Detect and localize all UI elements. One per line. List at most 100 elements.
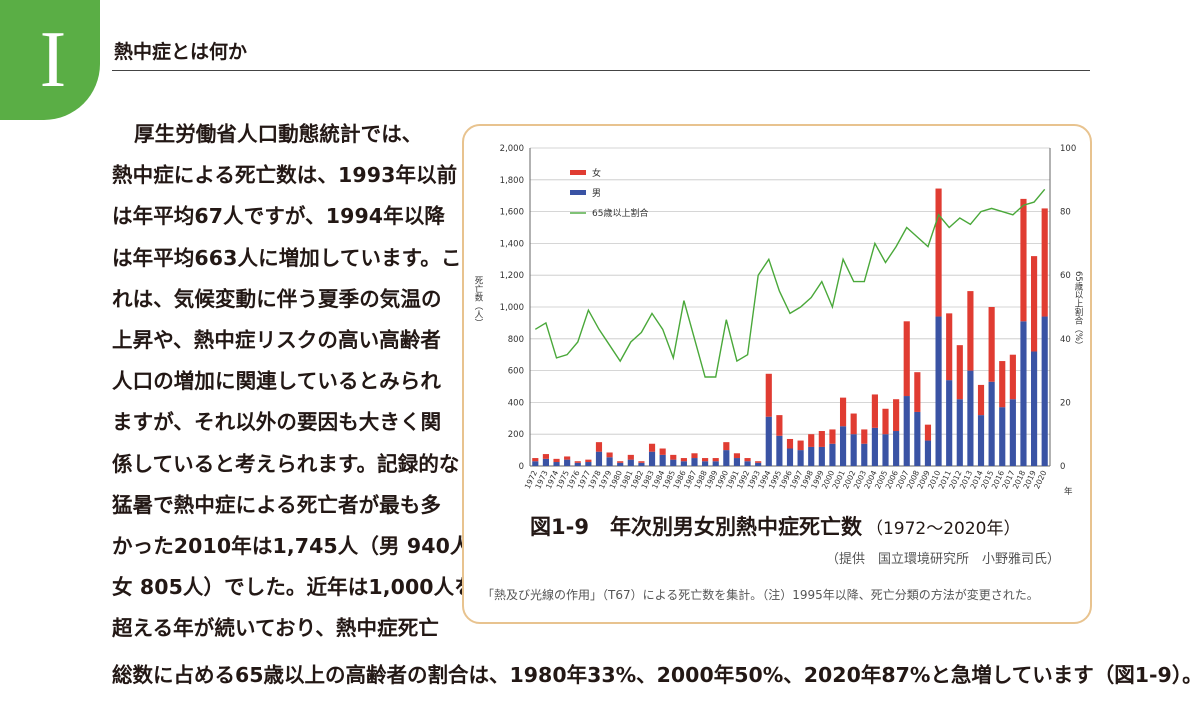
bar-male bbox=[617, 462, 624, 466]
legend-label-ratio: 65歳以上割合 bbox=[592, 207, 648, 219]
bar-male bbox=[861, 443, 868, 466]
body-line: 厚生労働省人口動態統計では、 bbox=[134, 122, 423, 146]
figure-caption-range: （1972〜2020年） bbox=[865, 519, 1021, 539]
bar-male bbox=[744, 461, 751, 466]
bar-male bbox=[648, 451, 656, 466]
bar-male bbox=[1041, 316, 1048, 466]
bar-male bbox=[882, 434, 889, 466]
bar-male bbox=[808, 446, 815, 466]
bar-female bbox=[702, 458, 709, 462]
figure-caption: 図1-9 年次別男女別熱中症死亡数 （1972〜2020年） bbox=[530, 511, 1020, 541]
bar-female bbox=[1031, 256, 1038, 352]
bar-male bbox=[1031, 351, 1038, 466]
bar-female bbox=[1009, 354, 1016, 400]
death-count-chart: 02004006008001,0001,2001,4001,6001,8002,… bbox=[473, 144, 1083, 497]
bar-male bbox=[755, 462, 762, 466]
y-tick-label: 1,000 bbox=[500, 303, 524, 313]
bar-male bbox=[893, 431, 900, 466]
chapter-tab: I bbox=[0, 0, 100, 120]
y-tick-label: 1,400 bbox=[500, 239, 524, 249]
y-tick-label: 2,000 bbox=[500, 144, 524, 154]
bar-female bbox=[617, 461, 624, 463]
body-line: は年平均663人に増加しています。こ bbox=[112, 245, 462, 270]
bar-female bbox=[542, 454, 549, 459]
bar-female bbox=[712, 458, 719, 462]
bar-female bbox=[755, 461, 762, 463]
bar-male bbox=[818, 446, 825, 466]
y-tick-label: 400 bbox=[508, 398, 524, 408]
bar-female bbox=[839, 397, 847, 427]
figure-box: 0 200 400 600 800 1,000 1,200 1,400 1,600 1,800 2,… bbox=[462, 124, 1092, 624]
body-line: 人口の増加に関連しているとみられ bbox=[112, 369, 441, 394]
y-tick-label: 600 bbox=[508, 367, 524, 377]
bar-female bbox=[988, 307, 995, 382]
bar-male bbox=[871, 427, 878, 466]
body-line: 上昇や、熱中症リスクの高い高齢者 bbox=[112, 327, 441, 352]
bar-female bbox=[744, 458, 751, 462]
y-tick-label: 200 bbox=[508, 430, 524, 440]
bar-female bbox=[999, 361, 1006, 408]
bar-female bbox=[553, 458, 560, 463]
figure-caption-main: 図1-9 年次別男女別熱中症死亡数 bbox=[530, 515, 862, 539]
bar-male bbox=[903, 396, 910, 466]
body-last-line: 総数に占める65歳以上の高齢者の割合は、1980年33%、2000年50%、20… bbox=[112, 663, 1200, 687]
bar-male bbox=[935, 316, 942, 466]
bar-female bbox=[648, 443, 656, 452]
bar-female bbox=[924, 424, 932, 441]
bar-male bbox=[702, 461, 709, 466]
bar-female bbox=[765, 373, 772, 417]
bar-female bbox=[574, 461, 581, 463]
y2-tick-label: 40 bbox=[1060, 335, 1071, 345]
y2-tick-label: 20 bbox=[1060, 398, 1071, 408]
bar-female bbox=[1041, 208, 1048, 317]
bar-male bbox=[829, 443, 836, 466]
y-tick-label: 1,800 bbox=[500, 176, 524, 186]
bar-female bbox=[595, 442, 603, 452]
legend-swatch-male bbox=[570, 190, 586, 195]
bar-male bbox=[914, 411, 921, 466]
body-text: 厚生労働省人口動態統計では、 熱中症による死亡数は、1993年以前 は年平均67… bbox=[112, 114, 491, 649]
body-line: は年平均67人ですが、1994年以降 bbox=[112, 204, 445, 229]
y-tick-label: 800 bbox=[508, 335, 524, 345]
bar-female bbox=[786, 438, 794, 449]
body-line: ますが、それ以外の要因も大きく関 bbox=[112, 410, 442, 435]
body-line: 熱中症による死亡数は、1993年以前 bbox=[112, 163, 458, 188]
figure-credit: （提供 国立環境研究所 小野雅司氏） bbox=[825, 552, 1060, 567]
bar-male bbox=[532, 461, 539, 466]
bar-male bbox=[627, 459, 634, 466]
bar-male bbox=[595, 451, 603, 466]
bar-male bbox=[839, 426, 847, 466]
bar-male bbox=[1009, 399, 1016, 466]
body-line: 係していると考えられます。記録的な bbox=[112, 451, 460, 476]
bar-male bbox=[946, 380, 953, 466]
chapter-numeral: I bbox=[39, 16, 67, 104]
body-line: 女 805人）でした。近年は1,000人を bbox=[112, 575, 475, 600]
bar-male bbox=[606, 457, 613, 466]
header-rule bbox=[112, 70, 1090, 71]
bar-female bbox=[733, 453, 741, 459]
bar-female bbox=[670, 454, 677, 460]
bar-male bbox=[723, 450, 730, 466]
y2-tick-label: 0 bbox=[1060, 462, 1065, 472]
bar-female bbox=[776, 415, 783, 436]
bar-male bbox=[776, 435, 783, 466]
bar-male bbox=[585, 462, 592, 466]
bar-male bbox=[850, 434, 857, 466]
bar-male bbox=[670, 459, 677, 466]
bar-female bbox=[871, 394, 878, 428]
body-line: 猛暑で熱中症による死亡者が最も多 bbox=[112, 492, 441, 517]
bar-female bbox=[850, 413, 857, 435]
bar-male bbox=[786, 448, 794, 466]
bar-male bbox=[733, 458, 741, 466]
bar-male bbox=[797, 450, 804, 466]
bar-female bbox=[903, 321, 910, 397]
bar-female bbox=[638, 461, 645, 463]
bar-female bbox=[977, 384, 985, 416]
bar-female bbox=[818, 431, 825, 447]
legend-swatch-female bbox=[570, 170, 586, 175]
y2-tick-label: 60 bbox=[1060, 271, 1071, 281]
legend-label-female: 女 bbox=[592, 167, 601, 179]
legend-label-male: 男 bbox=[592, 188, 601, 199]
bar-male bbox=[691, 458, 698, 466]
bar-female bbox=[808, 434, 815, 447]
